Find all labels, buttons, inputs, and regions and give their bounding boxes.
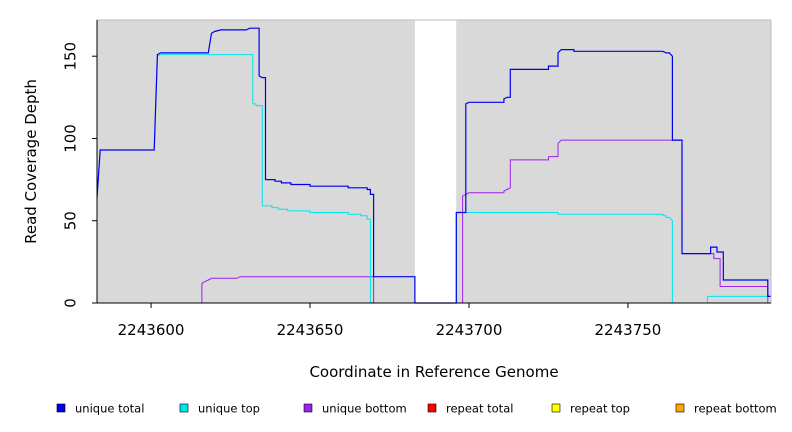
legend-label-repeat-total: repeat total [446, 402, 513, 416]
y-axis-title: Read Coverage Depth [22, 79, 40, 244]
gap-region [414, 20, 457, 303]
series-line-unique-top [96, 54, 771, 304]
series-line-unique-bottom [97, 139, 771, 304]
x-tick-label: 2243750 [595, 321, 662, 339]
legend-label-repeat-bottom: repeat bottom [694, 402, 777, 416]
x-tick-label: 2243600 [118, 321, 185, 339]
legend-swatch-unique-total [56, 403, 66, 413]
legend-label-unique-bottom: unique bottom [322, 402, 407, 416]
legend-swatch-repeat-top [551, 403, 561, 413]
axes-layer: 2243600 2243650 2243700 2243750 0 50 100 150 [62, 20, 771, 339]
legend-label-unique-total: unique total [75, 402, 144, 416]
legend-label-repeat-top: repeat top [570, 402, 630, 416]
y-tick-label: 0 [62, 298, 80, 308]
legend-swatch-repeat-bottom [675, 403, 685, 413]
x-tick-label: 2243650 [277, 321, 344, 339]
legend: unique total unique top unique bottom repea… [56, 402, 777, 416]
legend-label-unique-top: unique top [198, 402, 260, 416]
x-tick-label: 2243700 [436, 321, 503, 339]
y-tick-label: 150 [62, 42, 80, 71]
y-tick-label: 50 [62, 211, 80, 230]
legend-swatch-unique-bottom [303, 403, 313, 413]
legend-swatch-repeat-total [427, 403, 437, 413]
legend-swatch-unique-top [179, 403, 189, 413]
x-axis-title: Coordinate in Reference Genome [309, 363, 558, 381]
y-tick-label: 100 [62, 124, 80, 153]
